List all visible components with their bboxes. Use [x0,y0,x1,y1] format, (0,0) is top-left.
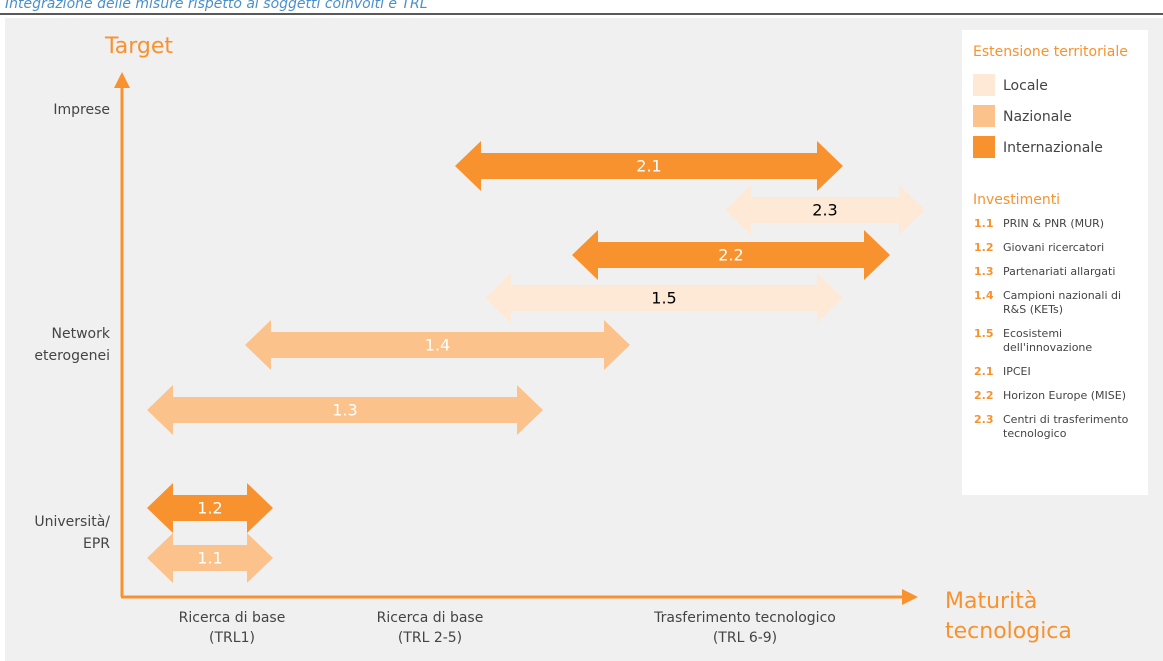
y-axis-head [114,72,130,88]
investment-code: 1.1 [974,217,994,230]
legend-label: Internazionale [1003,140,1103,156]
x-axis-title: tecnologica [945,619,1072,644]
legend-title: Estensione territoriale [973,44,1128,60]
investment-code: 2.2 [974,389,994,402]
investment-label: Centri di trasferimento [1003,413,1129,426]
x-axis-title: Maturità [945,589,1037,614]
arrow [147,385,543,435]
arrow-label: 1.5 [651,289,676,308]
legend-label: Locale [1003,78,1048,94]
investment-code: 1.5 [974,327,994,340]
arrow [147,483,273,533]
arrow-label: 1.3 [332,401,357,420]
y-label: EPR [83,536,110,552]
arrow-label: 2.1 [636,157,661,176]
y-label: eterogenei [34,348,110,364]
investment-code: 2.3 [974,413,994,426]
x-label: Ricerca di base [377,610,484,626]
x-label: (TRL 6-9) [713,630,777,646]
investment-code: 1.3 [974,265,994,278]
y-axis-title: Target [104,34,173,59]
arrow [245,320,630,370]
arrow [485,273,843,323]
investment-label: IPCEI [1003,365,1031,378]
investment-label: Giovani ricercatori [1003,241,1104,254]
x-label: Ricerca di base [179,610,286,626]
investment-label: tecnologico [1003,427,1067,440]
investment-label: Campioni nazionali di [1003,289,1121,302]
investment-label: dell'innovazione [1003,341,1092,354]
legend-swatch [973,74,995,96]
legend-label: Nazionale [1003,109,1072,125]
arrow-label: 2.2 [718,246,743,265]
x-label: (TRL 2-5) [398,630,462,646]
arrow-label: 2.3 [812,201,837,220]
y-label: Università/ [34,514,110,530]
arrow [572,230,890,280]
legend-swatch [973,105,995,127]
investment-code: 2.1 [974,365,994,378]
legend-swatch [973,136,995,158]
y-label: Imprese [53,102,110,118]
arrow-label: 1.1 [197,549,222,568]
investment-label: R&S (KETs) [1003,303,1063,316]
investment-label: Ecosistemi [1003,327,1062,340]
legend-title: Investimenti [973,192,1060,208]
arrow-label: 1.4 [425,336,450,355]
investment-label: PRIN & PNR (MUR) [1003,217,1104,230]
arrow [455,141,843,191]
y-label: Network [52,326,111,342]
x-axis-head [902,589,918,605]
investment-code: 1.4 [974,289,994,302]
investment-code: 1.2 [974,241,994,254]
investment-label: Partenariati allargati [1003,265,1115,278]
arrow-label: 1.2 [197,499,222,518]
arrow [725,185,925,235]
x-label: (TRL1) [209,630,255,646]
arrow [147,533,273,583]
x-label: Trasferimento tecnologico [653,610,836,626]
caption: Integrazione delle misure rispetto ai so… [5,0,428,12]
investment-label: Horizon Europe (MISE) [1003,389,1126,402]
